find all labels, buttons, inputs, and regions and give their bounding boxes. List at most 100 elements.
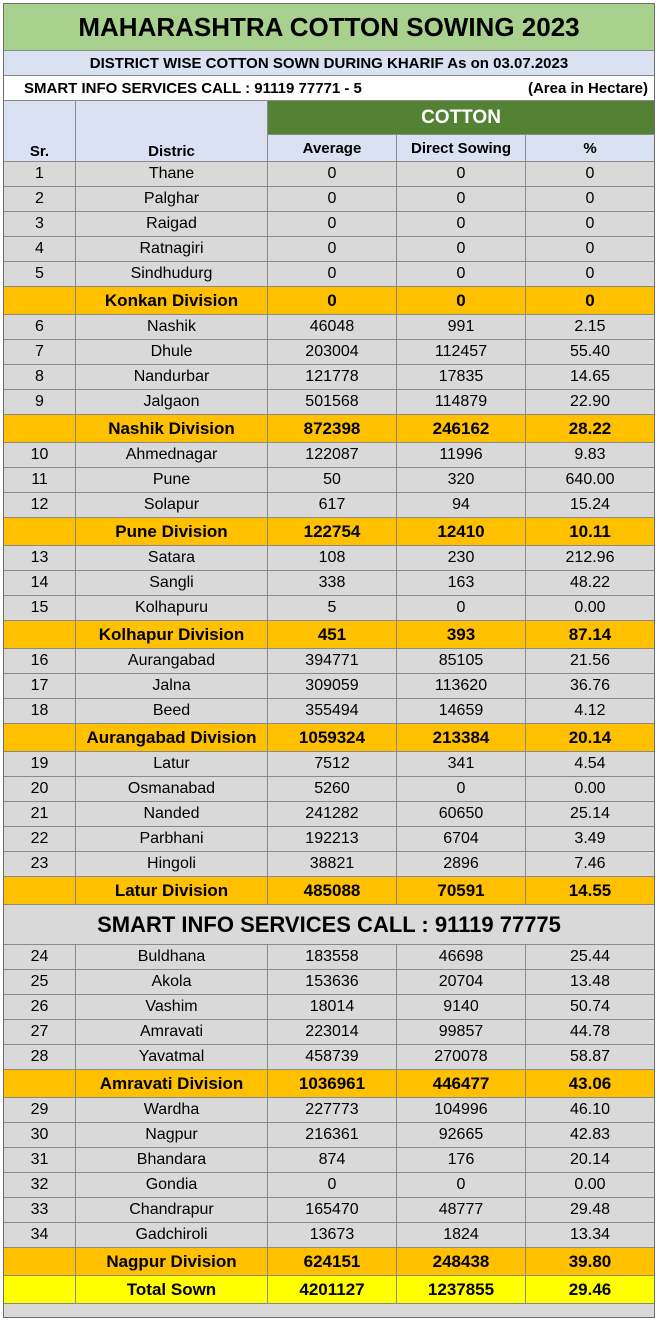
cell-percent: 29.48 [569, 1201, 611, 1218]
cell-average: 1059324 [268, 724, 397, 751]
cell-percent: 36.76 [569, 677, 611, 694]
cell-sr: 3 [4, 212, 76, 236]
cell-direct-sowing: 99857 [397, 1020, 526, 1044]
cell-direct-sowing: 248438 [397, 1248, 526, 1275]
cell-district: Beed [76, 699, 268, 723]
table-row: 1 Thane 0 0 0 [4, 162, 654, 187]
table-row: 8 Nandurbar 121778 17835 14.65 [4, 365, 654, 390]
cell-percent: 13.48 [569, 973, 611, 990]
table-row: 18 Beed 355494 14659 4.12 [4, 699, 654, 724]
cell-sr: 7 [4, 340, 76, 364]
table-header: Sr. Distric COTTON Average Direct Sowing… [4, 101, 654, 162]
cell-district: Hingoli [76, 852, 268, 876]
cell-average: 216361 [268, 1123, 397, 1147]
cell-average: 7512 [268, 752, 397, 776]
cell-sr: 4 [4, 237, 76, 261]
cell-sr: 25 [4, 970, 76, 994]
cell-direct-sowing: 2896 [397, 852, 526, 876]
cell-direct-sowing: 20704 [397, 970, 526, 994]
cell-average: 5 [268, 596, 397, 620]
cell-percent: 39.80 [568, 1251, 612, 1271]
cell-district: Nashik [76, 315, 268, 339]
table-row: 23 Hingoli 38821 2896 7.46 [4, 852, 654, 877]
cell-sr [4, 287, 76, 314]
table-row: 19 Latur 7512 341 4.54 [4, 752, 654, 777]
contact-banner-text: SMART INFO SERVICES CALL : 91119 77775 [97, 911, 561, 937]
division-subtotal-row: Amravati Division 1036961 446477 43.06 [4, 1070, 654, 1098]
cell-direct-sowing: 48777 [397, 1198, 526, 1222]
area-unit-note: (Area in Hectare) [527, 79, 648, 97]
cell-district: Sangli [76, 571, 268, 595]
cell-district: Vashim [76, 995, 268, 1019]
cell-average: 355494 [268, 699, 397, 723]
table-row: 6 Nashik 46048 991 2.15 [4, 315, 654, 340]
cell-average: 108 [268, 546, 397, 570]
cell-district: Yavatmal [76, 1045, 268, 1069]
cell-percent: 87.14 [568, 624, 612, 644]
cell-sr [4, 724, 76, 751]
cell-district: Pune Division [76, 518, 268, 545]
cell-average: 0 [268, 262, 397, 286]
cell-average: 183558 [268, 945, 397, 969]
table-row: 24 Buldhana 183558 46698 25.44 [4, 945, 654, 970]
cell-sr: 18 [4, 699, 76, 723]
cell-average: 0 [268, 187, 397, 211]
cell-average: 872398 [268, 415, 397, 442]
cell-direct-sowing: 213384 [397, 724, 526, 751]
cell-average: 309059 [268, 674, 397, 698]
cell-direct-sowing: 14659 [397, 699, 526, 723]
cell-district: Nagpur Division [76, 1248, 268, 1275]
cell-sr: 2 [4, 187, 76, 211]
division-subtotal-row: Nagpur Division 624151 248438 39.80 [4, 1248, 654, 1276]
cell-sr: 12 [4, 493, 76, 517]
cell-percent: 0.00 [574, 780, 606, 797]
cell-sr: 34 [4, 1223, 76, 1247]
cell-district: Aurangabad [76, 649, 268, 673]
cell-direct-sowing: 0 [397, 596, 526, 620]
cell-sr: 19 [4, 752, 76, 776]
cell-sr: 21 [4, 802, 76, 826]
title-row: MAHARASHTRA COTTON SOWING 2023 [4, 4, 654, 51]
cell-percent: 9.83 [574, 446, 606, 463]
cell-percent: 46.10 [569, 1101, 611, 1118]
cell-average: 458739 [268, 1045, 397, 1069]
cell-percent: 3.49 [574, 830, 606, 847]
cell-percent: 20.14 [568, 727, 612, 747]
cell-average: 0 [268, 237, 397, 261]
table-row: 16 Aurangabad 394771 85105 21.56 [4, 649, 654, 674]
page-subtitle: DISTRICT WISE COTTON SOWN DURING KHARIF … [89, 54, 569, 72]
cell-direct-sowing: 46698 [397, 945, 526, 969]
cell-district: Gadchiroli [76, 1223, 268, 1247]
cell-district: Latur [76, 752, 268, 776]
cell-direct-sowing: 176 [397, 1148, 526, 1172]
cell-district: Sindhudurg [76, 262, 268, 286]
cell-sr: 24 [4, 945, 76, 969]
cell-percent: 43.06 [568, 1073, 612, 1093]
cell-sr: 29 [4, 1098, 76, 1122]
cell-sr: 31 [4, 1148, 76, 1172]
cell-direct-sowing: 393 [397, 621, 526, 648]
subtitle-row: DISTRICT WISE COTTON SOWN DURING KHARIF … [4, 51, 654, 76]
table-row: 15 Kolhapuru 5 0 0.00 [4, 596, 654, 621]
cell-district: Ratnagiri [76, 237, 268, 261]
cell-district: Osmanabad [76, 777, 268, 801]
cell-percent: 640.00 [565, 471, 615, 488]
table-row: 4 Ratnagiri 0 0 0 [4, 237, 654, 262]
cell-direct-sowing: 230 [397, 546, 526, 570]
table-row: 30 Nagpur 216361 92665 42.83 [4, 1123, 654, 1148]
header-average: Average [268, 135, 397, 162]
table-row: 34 Gadchiroli 13673 1824 13.34 [4, 1223, 654, 1248]
cell-sr [4, 1070, 76, 1097]
cell-average: 874 [268, 1148, 397, 1172]
cell-district: Solapur [76, 493, 268, 517]
cell-average: 0 [268, 212, 397, 236]
cell-average: 338 [268, 571, 397, 595]
cell-district: Dhule [76, 340, 268, 364]
cell-direct-sowing: 320 [397, 468, 526, 492]
table-row: 33 Chandrapur 165470 48777 29.48 [4, 1198, 654, 1223]
cell-percent: 7.46 [574, 855, 606, 872]
cell-average: 165470 [268, 1198, 397, 1222]
cell-percent: 212.96 [565, 549, 615, 566]
cell-direct-sowing: 0 [397, 287, 526, 314]
cell-average: 1036961 [268, 1070, 397, 1097]
